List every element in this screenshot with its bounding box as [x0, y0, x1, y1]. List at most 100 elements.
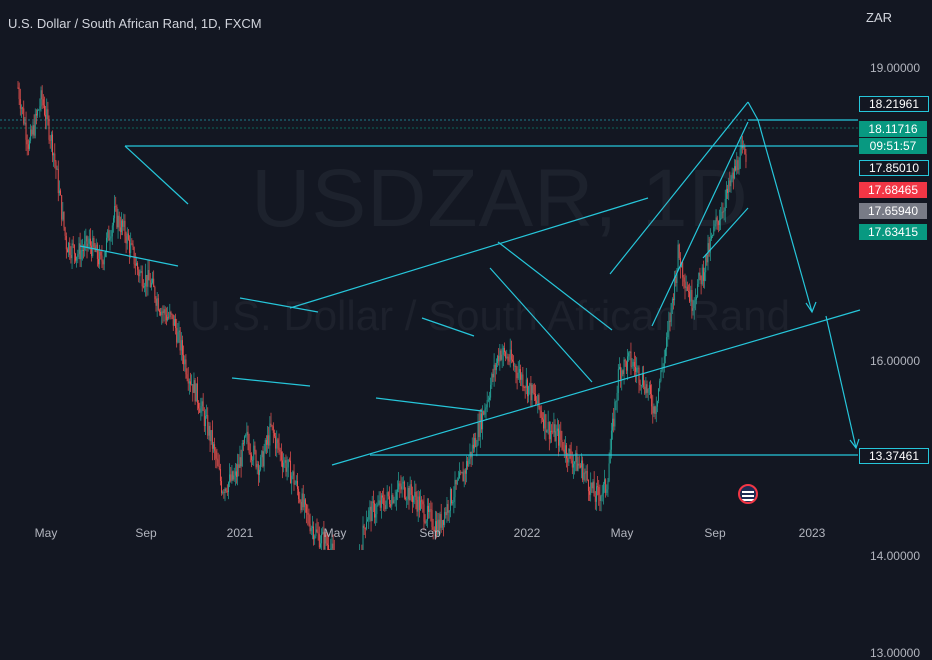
candle-body	[585, 471, 587, 473]
candle-body	[315, 529, 317, 537]
candle-body	[130, 243, 132, 254]
candle-body	[452, 502, 454, 504]
candle-body	[581, 460, 582, 468]
candle-body	[417, 496, 419, 512]
candle-body	[91, 245, 93, 257]
candle-body	[525, 379, 527, 388]
candle-body	[629, 351, 631, 354]
x-tick-label: Sep	[135, 526, 157, 540]
candle-body	[150, 282, 152, 288]
candle-body	[501, 354, 503, 360]
candle-body	[58, 190, 60, 194]
candle-body	[505, 352, 507, 358]
candle-body	[546, 430, 548, 433]
candle-body	[670, 303, 672, 322]
candle-body	[655, 406, 657, 414]
x-tick-label: 2021	[226, 526, 254, 540]
candle-body	[561, 439, 563, 443]
candle-body	[474, 437, 475, 449]
candle-body	[554, 424, 556, 442]
candle-body	[230, 474, 232, 481]
candle-body	[270, 423, 272, 426]
candle-body	[177, 332, 179, 343]
candle-body	[391, 494, 393, 507]
price-chart[interactable]	[0, 0, 932, 550]
candle-body	[54, 153, 56, 162]
candle-body	[19, 99, 21, 109]
candle-body	[639, 383, 641, 386]
candle-body	[167, 316, 168, 321]
candle-body	[41, 90, 43, 100]
candle-body	[149, 280, 151, 288]
candle-body	[398, 483, 400, 490]
candle-body	[504, 348, 505, 353]
candle-body	[93, 237, 95, 247]
candle-body	[559, 430, 561, 446]
candle-body	[311, 526, 313, 528]
candle-body	[163, 309, 165, 313]
candle-body	[533, 393, 535, 395]
us-flag-event-icon[interactable]	[738, 484, 758, 504]
candle-body	[39, 106, 41, 110]
candle-body	[704, 272, 705, 281]
candle-body	[495, 362, 497, 371]
candle-body	[369, 506, 371, 511]
candle-body	[276, 439, 278, 449]
x-tick-label: May	[34, 526, 58, 540]
candle-body	[249, 452, 251, 455]
candle-body	[40, 90, 42, 107]
candle-body	[192, 384, 194, 393]
candle-body	[658, 388, 659, 402]
candle-body	[385, 500, 387, 510]
candle-body	[576, 452, 578, 471]
candle-body	[225, 488, 227, 492]
candle-body	[251, 454, 252, 460]
candle-body	[514, 365, 516, 367]
candle-body	[484, 409, 486, 415]
candle-body	[210, 430, 212, 442]
candle-body	[61, 195, 63, 220]
candle-body	[317, 531, 319, 534]
candle-body	[739, 148, 741, 169]
candle-body	[168, 316, 170, 318]
candle-body	[499, 350, 501, 362]
candle-body	[271, 425, 273, 427]
candle-body	[255, 451, 257, 468]
candle-body	[139, 272, 141, 277]
candle-body	[421, 500, 423, 502]
candle-body	[527, 379, 528, 397]
candle-body	[300, 501, 302, 511]
candle-body	[213, 444, 214, 449]
chart-title: U.S. Dollar / South African Rand, 1D, FX…	[8, 16, 262, 31]
candle-body	[69, 242, 71, 255]
candle-body	[682, 262, 684, 278]
candle-body	[414, 492, 416, 497]
candle-body	[582, 460, 584, 480]
candle-body	[31, 129, 33, 135]
candle-body	[642, 374, 643, 385]
candle-body	[422, 501, 424, 505]
candle-body	[310, 527, 312, 532]
candle-body	[99, 251, 101, 265]
candle-body	[206, 415, 208, 417]
candle-body	[178, 330, 180, 333]
candle-body	[321, 533, 323, 544]
candle-body	[17, 87, 19, 89]
candle-body	[463, 470, 465, 482]
x-tick-label: 2023	[798, 526, 826, 540]
candle-body	[438, 519, 440, 531]
candle-body	[115, 206, 117, 207]
candle-body	[144, 286, 145, 288]
candle-body	[654, 406, 656, 414]
candle-body	[88, 238, 90, 244]
candle-body	[265, 440, 267, 445]
candle-body	[34, 113, 36, 136]
candle-body	[23, 108, 25, 124]
x-tick-label: Sep	[704, 526, 726, 540]
candle-body	[653, 406, 655, 414]
candle-body	[127, 233, 129, 240]
candle-body	[446, 504, 448, 516]
candle-body	[42, 99, 44, 106]
candle-body	[604, 479, 605, 484]
